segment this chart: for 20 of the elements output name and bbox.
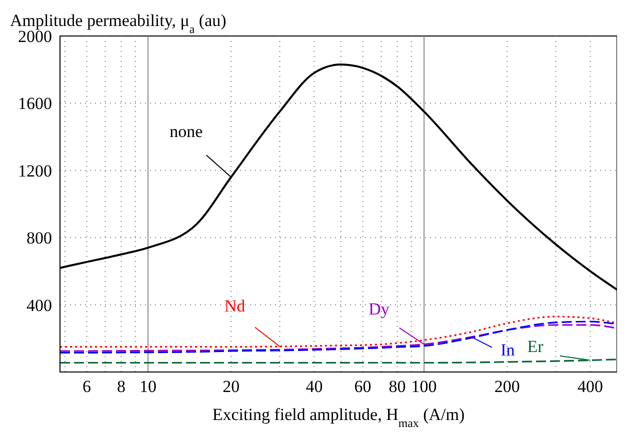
series-label: Er bbox=[527, 337, 544, 356]
series-label: Nd bbox=[224, 296, 246, 316]
x-tick-label: 10 bbox=[139, 377, 156, 396]
y-tick-label: 1200 bbox=[18, 161, 52, 180]
x-tick-label: 400 bbox=[578, 377, 603, 396]
series-label: Dy bbox=[368, 299, 390, 318]
x-tick-label: 200 bbox=[494, 377, 520, 396]
x-tick-label: 6 bbox=[82, 377, 91, 396]
y-tick-label: 1600 bbox=[18, 94, 52, 114]
y-tick-label: 800 bbox=[26, 228, 52, 248]
x-tick-label: 60 bbox=[354, 377, 372, 396]
x-axis-title: Exciting field amplitude, H$_{max}$ (A/m) bbox=[212, 405, 465, 430]
y-tick-label: 400 bbox=[26, 296, 52, 315]
text: none bbox=[170, 122, 203, 142]
x-tick-label: 80 bbox=[388, 377, 406, 396]
x-tick-label: 100 bbox=[411, 377, 437, 396]
legend-label: In bbox=[500, 340, 516, 360]
x-tick-label: 20 bbox=[222, 377, 240, 396]
x-tick-label: 40 bbox=[306, 377, 323, 396]
x-tick-label: 8 bbox=[116, 377, 126, 396]
